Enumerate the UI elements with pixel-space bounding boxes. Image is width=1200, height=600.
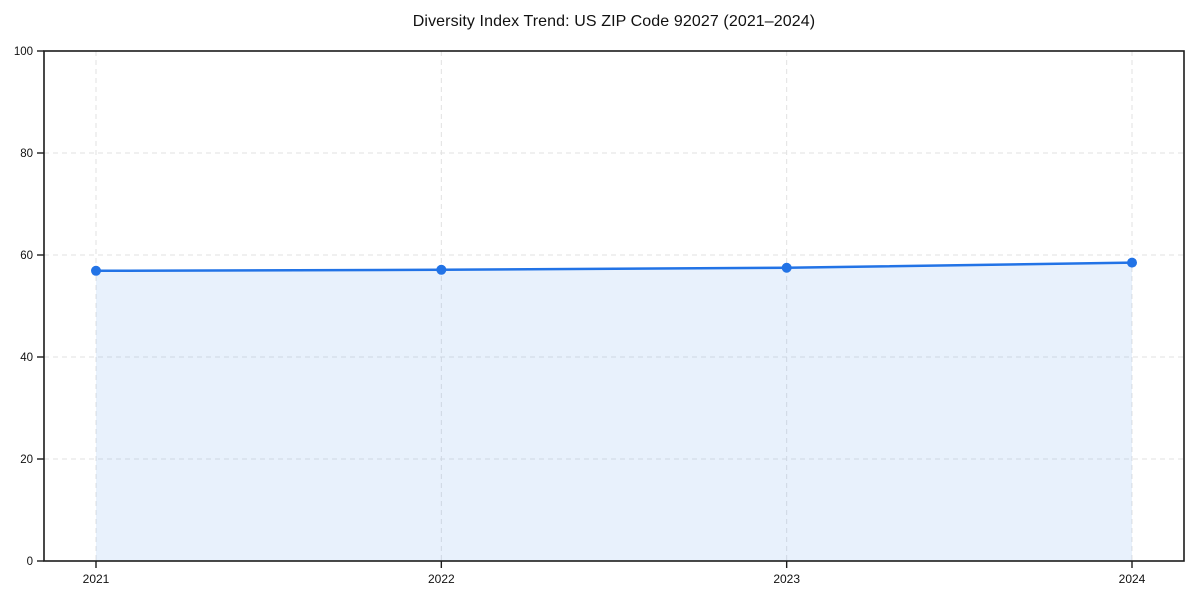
area-fill (96, 262, 1132, 561)
y-axis-tick-label: 0 (27, 556, 33, 568)
plot-border (43, 50, 1185, 562)
y-axis-tick-label: 60 (20, 250, 33, 262)
y-axis-tick-label: 80 (20, 148, 33, 160)
data-point-2022 (436, 264, 447, 275)
data-point-2024 (1127, 257, 1137, 268)
y-axis-tick-label: 20 (20, 454, 33, 466)
y-axis-tick-label: 40 (20, 352, 33, 364)
y-axis-tick-label: 100 (14, 46, 33, 58)
x-axis-tick-label: 2023 (773, 572, 800, 586)
data-point-2021 (91, 265, 101, 276)
trend-line (94, 261, 1134, 273)
data-point-2023 (781, 262, 792, 273)
x-axis-tick-label: 2024 (1119, 572, 1146, 586)
x-axis-tick-label: 2021 (83, 572, 110, 586)
x-axis-tick-label: 2022 (428, 572, 455, 586)
chart-title: Diversity Index Trend: US ZIP Code 92027… (412, 13, 816, 30)
